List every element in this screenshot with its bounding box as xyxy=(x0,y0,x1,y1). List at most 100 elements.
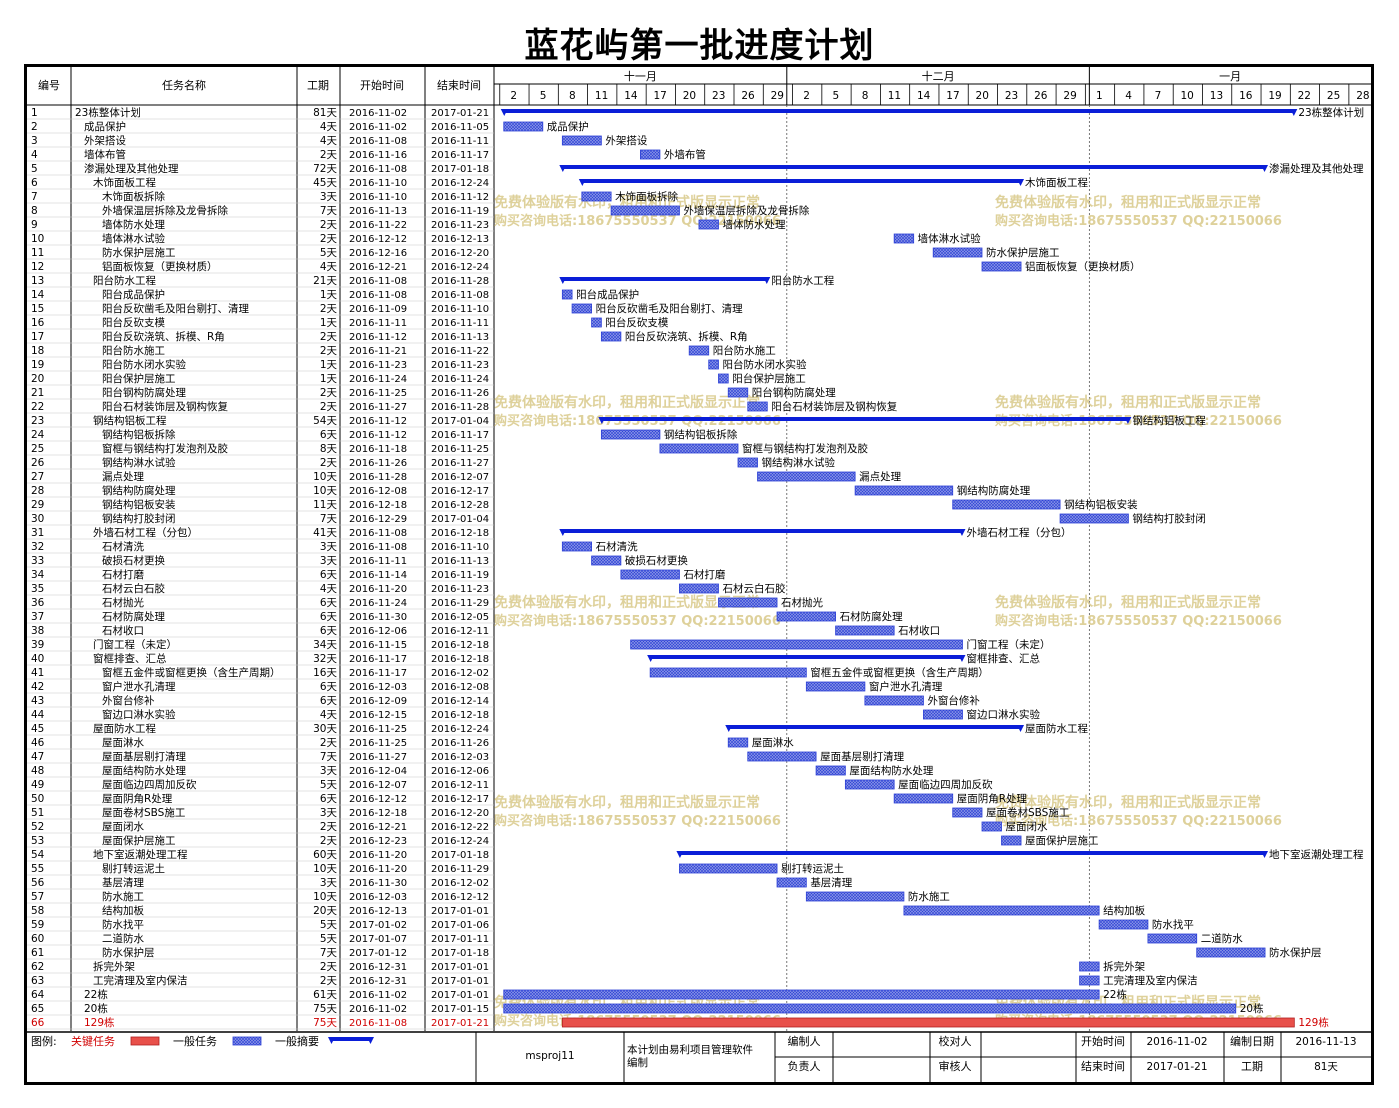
task-name: 窗框与钢结构打发泡剂及胶 xyxy=(102,442,228,455)
bar-label: 阳台石材装饰层及钢构恢复 xyxy=(771,400,897,413)
task-bar xyxy=(679,583,719,594)
bar-label: 破损石材更换 xyxy=(625,554,688,567)
task-bar xyxy=(835,625,895,636)
table-row: 25 窗框与钢结构打发泡剂及胶 8天 2016-11-18 2016-11-25 窗框与钢… xyxy=(27,442,868,456)
task-bar xyxy=(757,471,856,482)
table-row: 61 防水保护层 7天 2017-01-12 2017-01-18 防水保护层 xyxy=(27,946,1322,960)
day-tick-label: 29 xyxy=(1063,90,1076,102)
table-row: 29 钢结构铝板安装 11天 2016-12-18 2016-12-28 钢结构铝板安装 xyxy=(27,498,1138,512)
task-duration: 6天 xyxy=(320,611,338,623)
table-row: 21 阳台钢构防腐处理 2天 2016-11-25 2016-11-26 阳台钢构防腐处理 xyxy=(27,386,836,400)
footer-checker-label: 校对人 xyxy=(939,1034,972,1048)
task-duration: 2天 xyxy=(320,401,338,413)
column-header: 编号 xyxy=(38,78,60,92)
table-row: 55 剔打转运泥土 10天 2016-11-20 2016-11-29 剔打转运泥土 xyxy=(27,862,844,876)
bar-label: 石材收口 xyxy=(898,624,940,637)
day-tick-label: 22 xyxy=(1298,90,1311,102)
table-row: 48 屋面结构防水处理 3天 2016-12-04 2016-12-06 屋面结构防水处理 xyxy=(27,764,934,778)
table-row: 63 工完清理及室内保洁 2天 2016-12-31 2017-01-01 工完清理及室内… xyxy=(27,974,1198,988)
task-bar xyxy=(591,555,622,566)
task-start: 2016-11-20 xyxy=(349,584,407,595)
task-id: 57 xyxy=(31,891,44,903)
bar-label: 阳台反砍支模 xyxy=(605,316,668,329)
task-bar xyxy=(727,737,749,748)
summary-bar-end-cap xyxy=(1017,179,1025,186)
task-start: 2016-12-31 xyxy=(349,962,407,973)
task-name: 阳台钢构防腐处理 xyxy=(102,386,186,399)
task-duration: 34天 xyxy=(313,639,337,651)
bar-label: 外墙保温层拆除及龙骨拆除 xyxy=(683,204,809,217)
task-bar xyxy=(718,373,729,384)
task-id: 18 xyxy=(31,345,44,357)
task-id: 10 xyxy=(31,233,44,245)
task-bar xyxy=(981,261,1022,272)
task-start: 2016-11-12 xyxy=(349,332,407,343)
task-name: 漏点处理 xyxy=(102,471,144,483)
task-bar xyxy=(698,219,719,230)
task-duration: 32天 xyxy=(313,653,337,665)
task-id: 46 xyxy=(31,737,45,749)
bar-label: 窗框与钢结构打发泡剂及胶 xyxy=(742,442,868,455)
task-end: 2016-12-22 xyxy=(431,822,489,833)
bar-label: 石材打磨 xyxy=(683,568,725,581)
gantt-frame: 编号 任务名称 工期 开始时间 结束时间 十一月 十二月 一月 2 5 8 11 14 17 20 23 26 2… xyxy=(24,64,1374,1085)
day-tick-label: 8 xyxy=(862,90,869,102)
task-duration: 2天 xyxy=(320,331,338,343)
task-name: 屋面淋水 xyxy=(102,736,144,749)
task-id: 43 xyxy=(31,695,44,707)
task-id: 33 xyxy=(31,555,44,567)
task-id: 55 xyxy=(31,863,44,875)
task-duration: 5天 xyxy=(320,919,338,931)
summary-bar-end-cap xyxy=(1261,165,1269,172)
watermark-line1: 免费体验版有水印，租用和正式版显示正常 xyxy=(995,794,1261,811)
day-tick-label: 25 xyxy=(1327,90,1340,102)
bar-label: 阳台防水工程 xyxy=(771,274,834,287)
task-duration: 2天 xyxy=(320,737,338,749)
bar-label: 外架搭设 xyxy=(605,134,647,147)
task-name: 基层清理 xyxy=(102,876,144,889)
table-row: 12 铝面板恢复（更换材质） 4天 2016-12-21 2016-12-24 铝面板恢复… xyxy=(27,260,1141,274)
bar-label: 23栋整体计划 xyxy=(1298,106,1364,119)
task-id: 3 xyxy=(31,135,38,147)
bar-label: 防水找平 xyxy=(1152,918,1194,931)
task-name: 石材抛光 xyxy=(102,596,144,609)
critical-bar xyxy=(561,1017,1295,1028)
task-id: 13 xyxy=(31,275,44,287)
task-end: 2017-01-04 xyxy=(431,416,489,427)
task-start: 2016-11-25 xyxy=(349,724,407,735)
task-bar xyxy=(815,765,846,776)
task-duration: 2天 xyxy=(320,387,338,399)
table-row: 10 墙体淋水试验 2天 2016-12-12 2016-12-13 墙体淋水试验 xyxy=(27,232,981,246)
task-bar xyxy=(1059,513,1129,524)
task-bar xyxy=(952,499,1061,510)
bar-label: 钢结构铝板拆除 xyxy=(664,428,738,441)
task-end: 2017-01-01 xyxy=(431,976,489,987)
task-bar xyxy=(981,821,1002,832)
task-id: 34 xyxy=(31,569,45,581)
task-name: 成品保护 xyxy=(84,120,126,133)
summary-bar-start-cap xyxy=(598,417,606,424)
task-start: 2016-12-23 xyxy=(349,836,407,847)
task-duration: 3天 xyxy=(320,541,338,553)
table-row: 38 石材收口 6天 2016-12-06 2016-12-11 石材收口 xyxy=(27,624,940,638)
task-start: 2016-11-13 xyxy=(349,206,407,217)
task-end: 2016-11-24 xyxy=(431,374,489,385)
bar-label: 门窗工程（未定） xyxy=(966,638,1050,651)
task-duration: 7天 xyxy=(320,205,338,217)
task-id: 65 xyxy=(31,1003,44,1015)
task-name: 屋面卷材SBS施工 xyxy=(102,806,185,819)
footer-reviewer-label: 审核人 xyxy=(939,1059,972,1073)
summary-bar xyxy=(581,179,1022,183)
task-end: 2016-12-20 xyxy=(431,248,489,259)
task-start: 2016-11-08 xyxy=(349,164,407,175)
summary-bar-start-cap xyxy=(676,851,684,858)
column-header: 任务名称 xyxy=(162,78,206,92)
bar-label: 屋面基层剔打清理 xyxy=(820,750,904,763)
task-duration: 7天 xyxy=(320,947,338,959)
task-name: 防水找平 xyxy=(102,918,144,931)
summary-bar-start-cap xyxy=(647,655,655,662)
table-row: 60 二道防水 5天 2017-01-07 2017-01-11 二道防水 xyxy=(27,932,1243,946)
table-row: 54 地下室返潮处理工程 60天 2016-11-20 2017-01-18 地下室返潮处… xyxy=(27,848,1364,862)
task-end: 2016-12-14 xyxy=(431,696,489,707)
task-id: 21 xyxy=(31,387,44,399)
